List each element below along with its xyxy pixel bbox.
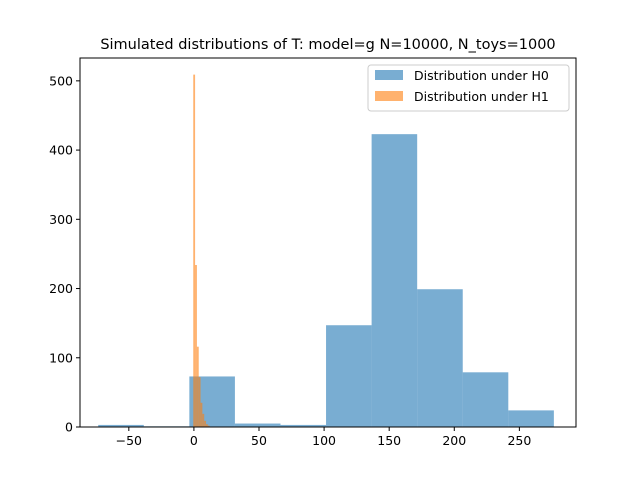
legend-label-h1: Distribution under H1 — [414, 89, 549, 104]
y-tick-label: 0 — [65, 420, 73, 435]
bar-h0-0 — [98, 424, 144, 427]
bar-h0-7 — [417, 289, 463, 427]
x-tick-label: −50 — [116, 433, 142, 448]
bar-h1-8 — [207, 425, 210, 427]
x-tick-label: 100 — [312, 433, 336, 448]
bar-h1-2 — [196, 346, 199, 427]
legend-swatch-h0 — [375, 70, 403, 80]
x-tick-label: 50 — [251, 433, 267, 448]
legend-label-h0: Distribution under H0 — [414, 68, 549, 83]
x-tick-label: 200 — [442, 433, 466, 448]
x-tick-label: 0 — [190, 433, 198, 448]
legend-swatch-h1 — [375, 91, 403, 101]
bar-h0-4 — [280, 424, 327, 427]
legend: Distribution under H0 Distribution under… — [367, 64, 570, 112]
plot-frame — [79, 57, 577, 428]
bar-h0-6 — [371, 134, 418, 427]
bar-h1-1 — [195, 265, 197, 427]
chart-title: Simulated distributions of T: model=g N=… — [100, 37, 555, 53]
legend-box — [367, 64, 570, 112]
bar-h0-5 — [326, 325, 372, 427]
bar-h1-3 — [198, 377, 201, 427]
y-tick-label: 400 — [49, 143, 73, 158]
y-tick-label: 500 — [49, 73, 73, 88]
x-tick-label: 150 — [377, 433, 401, 448]
bar-h1-6 — [204, 420, 207, 427]
bar-h1-0 — [193, 74, 196, 427]
bars-layer — [98, 74, 554, 427]
bar-h1-4 — [200, 402, 203, 427]
x-axis: −50 0 50 100 150 200 250 — [116, 427, 531, 448]
bar-h0-3 — [234, 423, 281, 427]
bar-h1-5 — [202, 413, 205, 427]
y-axis: 0 100 200 300 400 500 — [49, 73, 80, 435]
x-tick-label: 250 — [507, 433, 531, 448]
bar-h0-9 — [508, 410, 554, 427]
bar-h0-8 — [462, 372, 509, 427]
y-tick-label: 200 — [49, 281, 73, 296]
bar-h1-7 — [206, 424, 208, 427]
y-tick-label: 100 — [49, 350, 73, 365]
y-tick-label: 300 — [49, 212, 73, 227]
